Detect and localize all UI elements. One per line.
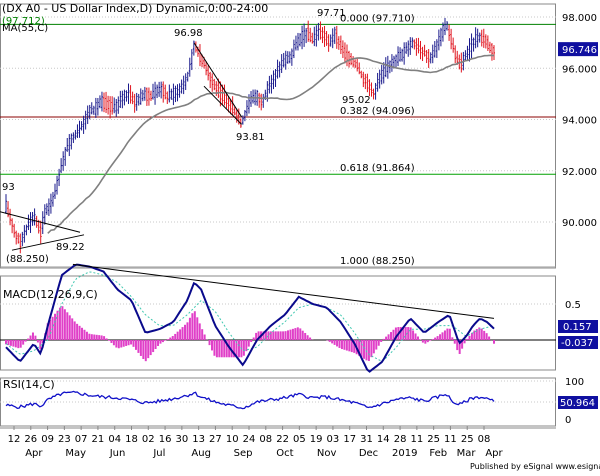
x-date-label: 02 [142,434,155,445]
annotation-apr-low: 89.22 [56,242,85,253]
x-date-label: 25 [461,434,474,445]
x-month-label: Oct [276,448,293,459]
fib-label-1.000: 1.000 (88.250) [340,256,415,267]
x-month-label: 2019 [392,448,417,459]
x-axis: 12 26 09 23 07 21 04 18 02 16 30 13 27 10 24 08 22 05 19 03… [0,426,556,459]
x-date-label: 08 [259,434,272,445]
x-date-label: 23 [58,434,71,445]
x-date-label: 18 [125,434,138,445]
x-date-label: 11 [444,434,457,445]
price-tick-label: 96.000 [562,64,597,75]
x-month-label: Mar [457,448,477,459]
annotation-low-bracket: (88.250) [6,254,49,265]
x-date-label: 11 [410,434,423,445]
annotation-high-bracket: (97.712) [2,16,45,27]
x-date-label: 26 [24,434,37,445]
ma-label: MA(55,C) [2,23,48,34]
x-date-label: 05 [293,434,306,445]
x-month-label: Dec [359,448,378,459]
last-price-value: 96.746 [562,45,597,56]
annotation-dec-low: 95.02 [342,95,371,106]
x-date-label: 08 [478,434,491,445]
x-date-label: 30 [175,434,188,445]
macd-tick-label: 0.5 [565,300,581,311]
rsi-value-badge [558,396,598,409]
macd-trendline [72,263,495,319]
macd-signal-badge [558,336,598,349]
rsi-value: 50.964 [560,398,595,409]
x-date-label: 14 [377,434,390,445]
macd-panel: 0.5 0.157 -0.037 [0,263,598,373]
trendline-upper-left [0,211,81,233]
x-date-label: 19 [310,434,323,445]
x-month-label: Aug [191,448,211,459]
annotation-high: 97.71 [317,8,346,19]
x-date-label: 21 [92,434,105,445]
fib-label-0.000: 0.000 (97.710) [340,13,415,24]
x-date-label: 04 [108,434,121,445]
trendline-wedge-lower [203,85,242,125]
macd-signal-value: -0.037 [561,338,593,349]
x-date-label: 09 [41,434,54,445]
rsi-panel: 100 0 50.964 [0,377,598,427]
x-date-label: 07 [75,434,88,445]
fib-label-0.618: 0.618 (91.864) [340,163,415,174]
rsi-title: RSI(14,C) [3,378,55,391]
price-tick-label: 92.000 [562,167,597,178]
x-date-label: 13 [192,434,205,445]
fib-label-0.382: 0.382 (94.096) [340,106,415,117]
last-price-badge [558,42,598,57]
x-date-label: 27 [209,434,222,445]
macd-signal-line [5,271,495,362]
x-month-label: Sep [234,448,253,459]
x-date-label: 25 [427,434,440,445]
x-month-label: May [65,448,86,459]
price-frame [0,3,556,269]
x-date-label: 28 [394,434,407,445]
x-date-label: 31 [360,434,373,445]
rsi-line [5,390,495,410]
x-month-label: Apr [485,448,503,459]
x-date-label: 12 [8,434,21,445]
x-date-label: 22 [276,434,289,445]
x-date-label: 16 [159,434,172,445]
macd-value-badge [558,320,598,333]
price-tick-label: 94.000 [562,116,597,127]
x-month-label: Apr [25,448,43,459]
trendline-lower-left [11,234,85,251]
x-month-label: Feb [429,448,447,459]
macd-value: 0.157 [563,322,592,333]
chart-title: (DX A0 - US Dollar Index,D) Dynamic,0:00… [2,2,268,15]
price-panel: 0.000 (97.710) 0.382 (94.096) 0.618 (91.86… [0,3,598,269]
annotation-93: 93 [2,182,15,193]
macd-frame [0,275,556,371]
x-month-label: Jul [152,448,165,459]
rsi-tick-0: 0 [565,415,571,426]
published-credit: Published by eSignal www.esignal.com [470,462,600,471]
x-date-label: 24 [243,434,256,445]
ma-55-line [47,54,495,234]
annotation-aug-high: 96.98 [174,28,203,39]
rsi-tick-100: 100 [565,377,584,388]
macd-title: MACD(12,26,9,C) [3,288,98,301]
x-date-label: 10 [226,434,239,445]
trendline-wedge-upper [193,42,243,118]
annotation-sep-low: 93.81 [236,132,265,143]
price-tick-label: 90.000 [562,218,597,229]
x-date-label: 17 [343,434,356,445]
price-tick-label: 98.000 [562,13,597,24]
x-month-label: Jun [109,448,126,459]
x-month-label: Nov [317,448,337,459]
x-date-label: 03 [327,434,340,445]
